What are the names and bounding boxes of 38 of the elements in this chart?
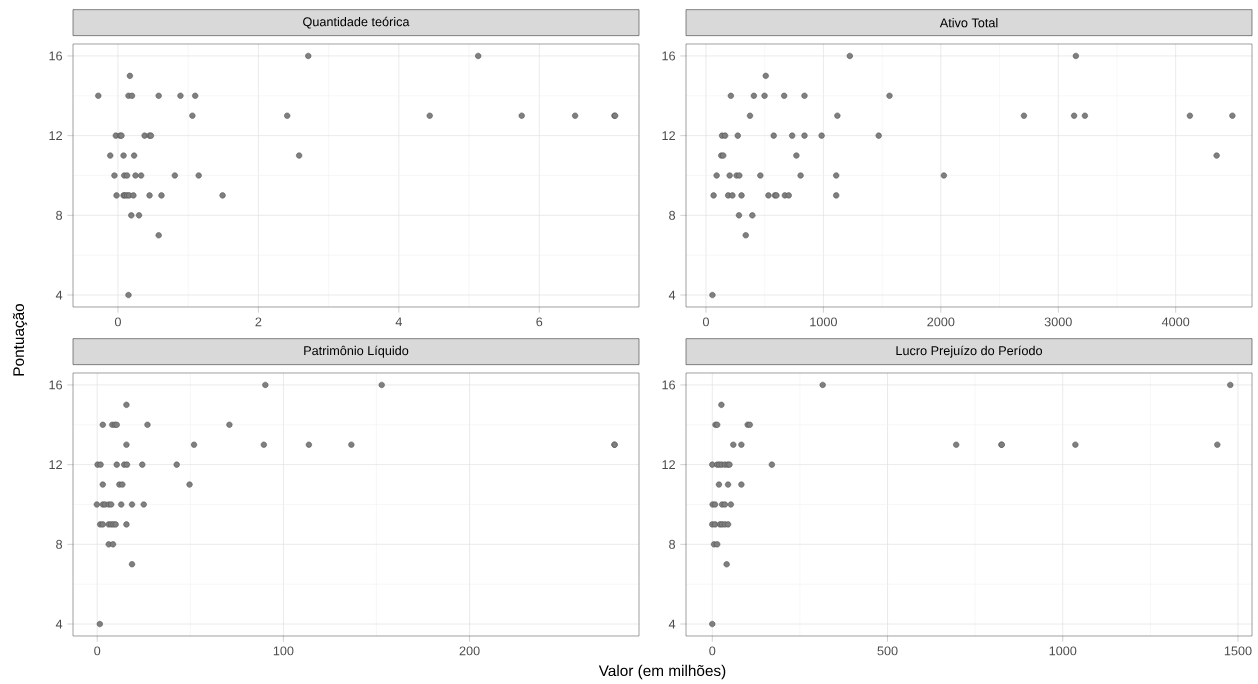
chart-title: Patrimônio Líquido [304, 345, 409, 358]
x-tick-label: 1000 [1049, 646, 1077, 656]
x-tick-label: 1500 [1224, 646, 1252, 656]
y-tick-label: 12 [49, 460, 62, 470]
chart-title: Lucro Prejuízo do Período [896, 345, 1043, 358]
y-tick-label: 12 [662, 131, 675, 141]
x-tick-label: 0 [702, 317, 709, 327]
x-tick-label: 2000 [927, 317, 955, 327]
x-tick-label: 100 [273, 646, 294, 656]
x-tick-label: 0 [94, 646, 101, 656]
y-tick-label: 8 [56, 539, 63, 549]
y-tick-label: 12 [662, 460, 675, 470]
x-tick-label: 500 [877, 646, 898, 656]
x-tick-label: 6 [536, 317, 543, 327]
x-tick-label: 0 [114, 317, 121, 327]
x-tick-label: 200 [459, 646, 480, 656]
x-tick-label: 4000 [1161, 317, 1190, 327]
y-tick-label: 16 [49, 51, 63, 61]
y-tick-label: 8 [669, 210, 676, 220]
x-tick-label: 1000 [810, 317, 837, 327]
y-tick-label: 4 [668, 619, 676, 629]
x-axis-title: Valor (em milhões) [598, 664, 726, 680]
x-tick-label: 3000 [1044, 317, 1072, 327]
y-tick-label: 16 [49, 380, 63, 390]
x-tick-label: 4 [395, 317, 402, 327]
y-tick-label: 8 [56, 210, 63, 220]
y-tick-label: 4 [55, 290, 63, 300]
x-tick-label: 2 [255, 317, 262, 327]
y-tick-label: 4 [55, 619, 63, 629]
chart-title: Ativo Total [939, 18, 998, 28]
y-tick-label: 12 [49, 131, 62, 141]
y-tick-label: 16 [662, 380, 676, 390]
y-tick-label: 8 [669, 539, 676, 549]
y-axis-title: Pontuação [12, 303, 28, 376]
chart-title: Quantidade teórica [303, 16, 410, 29]
y-tick-label: 16 [662, 51, 676, 61]
y-tick-label: 4 [668, 290, 676, 300]
x-tick-label: 0 [709, 646, 716, 656]
